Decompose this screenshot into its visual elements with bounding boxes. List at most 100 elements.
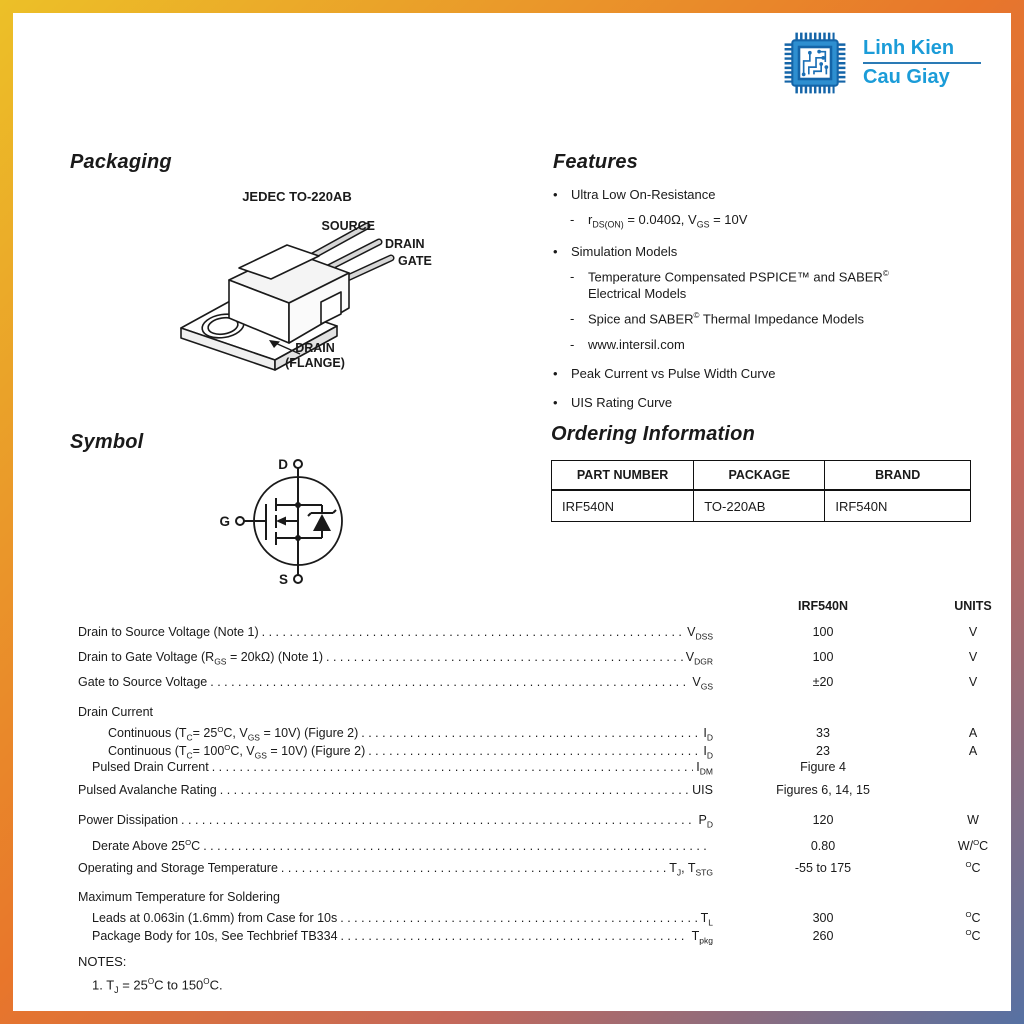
rating-value: Figures 6, 14, 15 bbox=[776, 782, 870, 797]
rating-symbol: UIS bbox=[692, 782, 713, 797]
feature-item: • Simulation Models bbox=[553, 244, 993, 260]
bullet-marker: • bbox=[553, 187, 558, 202]
terminal-label-g: G bbox=[219, 514, 230, 529]
lead-label-drain: DRAIN bbox=[385, 237, 425, 251]
flange-label-line2: (FLANGE) bbox=[285, 356, 345, 370]
rating-row: Continuous (TC= 100OC, VGS = 10V) (Figur… bbox=[78, 743, 1013, 761]
dash-marker: - bbox=[570, 310, 575, 326]
rating-label: Continuous (TC= 100OC, VGS = 10V) (Figur… bbox=[108, 742, 366, 761]
ordering-section: Ordering Information PART NUMBER PACKAGE B… bbox=[550, 423, 971, 522]
rating-symbol: IDM bbox=[696, 760, 713, 777]
dash-marker: - bbox=[570, 269, 575, 285]
ratings-section: IRF540N UNITS Drain to Source Voltage (N… bbox=[78, 599, 1013, 995]
mosfet-symbol-drawing: D G S bbox=[219, 457, 343, 587]
ordering-header-cell: BRAND bbox=[824, 460, 971, 491]
dot-leader bbox=[262, 625, 685, 639]
features-section: Features • Ultra Low On-Resistance - rDS(ON… bbox=[553, 151, 993, 411]
rating-value: 23 bbox=[816, 743, 830, 758]
dot-leader bbox=[210, 675, 689, 689]
packaging-title: Packaging bbox=[70, 151, 172, 173]
rating-label: Drain to Gate Voltage (RGS = 20kΩ) (Note… bbox=[78, 650, 324, 667]
dot-leader bbox=[326, 650, 683, 664]
ordering-header-cell: PACKAGE bbox=[693, 460, 826, 491]
feature-item: - www.intersil.com bbox=[570, 337, 993, 353]
feature-text: Peak Current vs Pulse Width Curve bbox=[571, 365, 776, 381]
flange-arrow-head bbox=[269, 340, 280, 348]
rating-label: Pulsed Drain Current bbox=[92, 760, 209, 774]
feature-item: - Spice and SABER© Thermal Impedance Mode… bbox=[570, 311, 993, 328]
dot-leader bbox=[281, 861, 666, 875]
rating-label: Pulsed Avalanche Rating bbox=[78, 782, 217, 797]
ordering-header-cell: PART NUMBER bbox=[550, 460, 695, 491]
terminal-label-s: S bbox=[279, 572, 288, 587]
vendor-logo: Linh Kien Cau Giay bbox=[782, 30, 981, 96]
ordering-title: Ordering Information bbox=[551, 423, 755, 445]
package-drawing: SOURCE DRAIN GATE DRAIN (FLANGE) bbox=[180, 219, 432, 371]
notes-title: NOTES: bbox=[78, 954, 127, 969]
rating-value: 260 bbox=[812, 928, 834, 943]
ordering-table: PART NUMBER PACKAGE BRAND IRF540N TO-220AB IR… bbox=[550, 460, 971, 522]
feature-text: Temperature Compensated PSPICE™ and SABE… bbox=[588, 269, 889, 301]
rating-row: Pulsed Drain Current IDM Figure 4 bbox=[78, 760, 1013, 778]
rating-value: 100 bbox=[812, 650, 834, 664]
logo-line1: Linh Kien bbox=[863, 37, 955, 59]
rating-label: Package Body for 10s, See Techbrief TB33… bbox=[92, 928, 338, 943]
rating-value: 300 bbox=[812, 911, 834, 926]
rating-symbol: TJ, TSTG bbox=[669, 861, 713, 878]
rating-value: -55 to 175 bbox=[794, 861, 852, 876]
lead-label-gate: GATE bbox=[398, 254, 432, 268]
ordering-cell: IRF540N bbox=[824, 489, 971, 522]
feature-text: Simulation Models bbox=[571, 243, 678, 259]
bullet-marker: • bbox=[553, 395, 558, 411]
jedec-label: JEDEC TO-220AB bbox=[242, 189, 352, 204]
terminal-label-d: D bbox=[278, 457, 288, 472]
rating-row: Drain Current bbox=[78, 705, 1013, 725]
logo-divider bbox=[863, 62, 981, 64]
rating-row: Drain to Source Voltage (Note 1) VDSS 100 V bbox=[78, 625, 1013, 650]
ordering-row: IRF540N TO-220AB IRF540N bbox=[550, 489, 971, 522]
flange-label-line1: DRAIN bbox=[295, 341, 335, 355]
rating-unit: W bbox=[967, 812, 979, 827]
rating-symbol: PD bbox=[698, 812, 713, 830]
rating-symbol: ID bbox=[703, 726, 713, 743]
dot-leader bbox=[212, 760, 694, 774]
rating-value: Figure 4 bbox=[800, 760, 846, 774]
rating-label: Drain to Source Voltage (Note 1) bbox=[78, 625, 259, 639]
dot-leader bbox=[341, 929, 689, 943]
rating-value: 120 bbox=[812, 812, 834, 827]
lead-label-source: SOURCE bbox=[322, 219, 375, 233]
rating-unit: A bbox=[968, 743, 978, 758]
rating-row: Drain to Gate Voltage (RGS = 20kΩ) (Note… bbox=[78, 650, 1013, 675]
symbol-title: Symbol bbox=[70, 431, 144, 453]
dot-leader bbox=[220, 783, 689, 797]
ordering-cell: TO-220AB bbox=[693, 489, 826, 522]
datasheet-page: Linh Kien Cau Giay Packaging JEDEC TO-22… bbox=[13, 13, 1011, 1011]
notes-section: NOTES: 1. TJ = 25OC to 150OC. bbox=[78, 954, 1013, 995]
dot-leader bbox=[340, 911, 697, 925]
ordering-cell: IRF540N bbox=[550, 489, 695, 522]
rating-label: Power Dissipation bbox=[78, 812, 179, 827]
feature-text: Spice and SABER© Thermal Impedance Model… bbox=[588, 310, 864, 327]
rating-value: 0.80 bbox=[810, 838, 836, 853]
rating-unit: V bbox=[968, 675, 978, 689]
rating-symbol: Tpkg bbox=[691, 928, 713, 946]
rating-label: Gate to Source Voltage bbox=[78, 675, 208, 689]
logo-line2: Cau Giay bbox=[863, 66, 950, 88]
features-title: Features bbox=[553, 151, 638, 173]
rating-row: Derate Above 25OC 0.80 W/OC bbox=[78, 838, 1013, 856]
feature-item: • UIS Rating Curve bbox=[553, 395, 993, 411]
rating-symbol: VDSS bbox=[687, 625, 713, 642]
rating-label: Operating and Storage Temperature bbox=[78, 861, 278, 876]
rating-row: Maximum Temperature for Soldering bbox=[78, 890, 1013, 910]
rating-row: Power Dissipation PD 120 W bbox=[78, 813, 1013, 838]
feature-text: Ultra Low On-Resistance bbox=[571, 187, 716, 202]
rating-unit: A bbox=[968, 726, 978, 741]
rating-label: Maximum Temperature for Soldering bbox=[78, 890, 280, 904]
dash-marker: - bbox=[570, 212, 575, 228]
ratings-device-column-header: IRF540N bbox=[797, 599, 849, 613]
rating-row: Gate to Source Voltage VGS ±20 V bbox=[78, 675, 1013, 700]
rating-unit: OC bbox=[965, 910, 981, 926]
rating-symbol: TL bbox=[700, 911, 713, 928]
rating-row: Operating and Storage Temperature TJ, TST… bbox=[78, 860, 1013, 885]
ratings-rows: Drain to Source Voltage (Note 1) VDSS 100 V… bbox=[78, 625, 1013, 945]
